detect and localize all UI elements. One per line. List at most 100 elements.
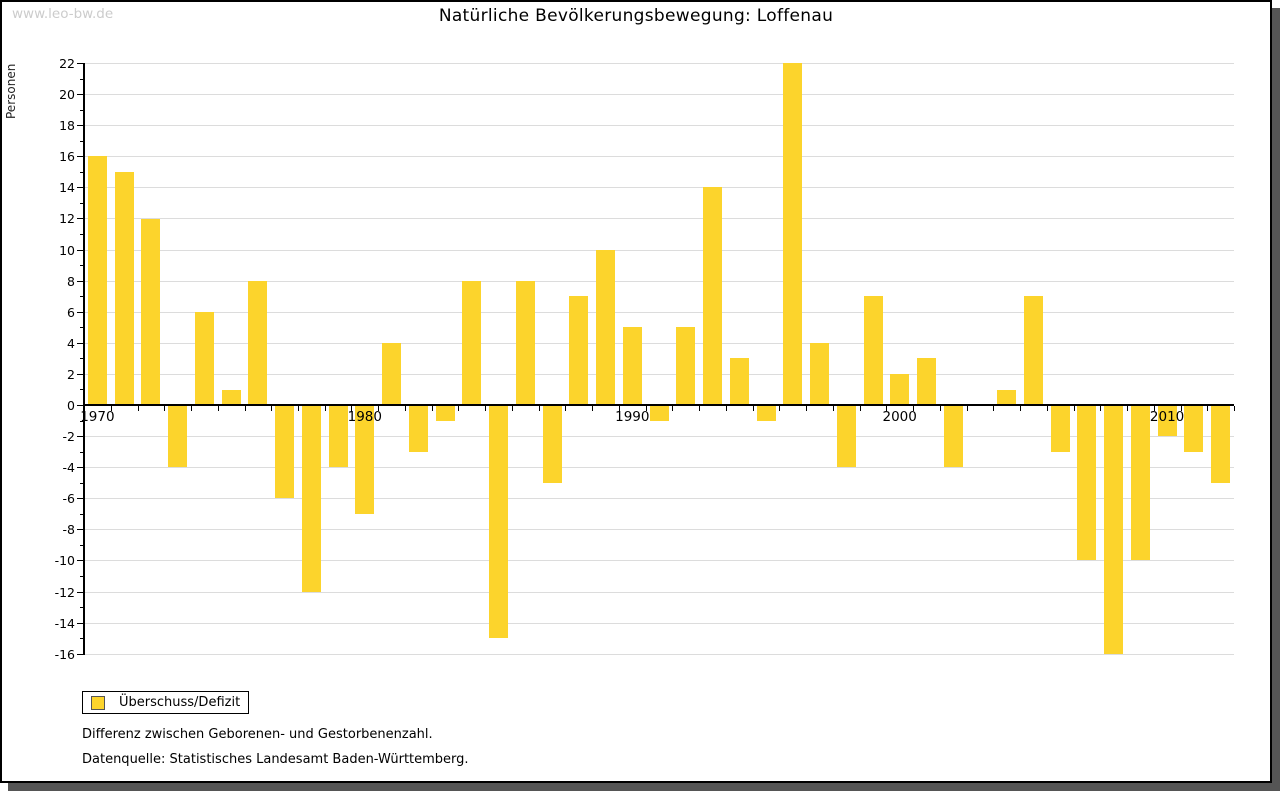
- bar-1986: [515, 280, 535, 405]
- bar-1982: [408, 405, 428, 452]
- window-shadow-bottom: [8, 783, 1280, 791]
- y-axis-tick: [77, 436, 83, 438]
- bar-1990: [622, 327, 642, 405]
- x-axis-tick: [1020, 406, 1021, 411]
- bar-2002: [943, 405, 963, 468]
- y-axis-tick: [77, 187, 83, 189]
- x-axis-tick-label: 1970: [80, 409, 115, 425]
- legend-label: Überschuss/Defizit: [119, 695, 241, 710]
- x-axis-tick: [538, 406, 540, 411]
- bar-1996: [783, 63, 803, 405]
- x-axis-tick: [725, 406, 727, 411]
- y-axis-tick-label: 8: [67, 273, 75, 289]
- y-axis-tick-label: 16: [59, 149, 75, 165]
- y-axis-tick: [80, 482, 83, 484]
- gridline: [84, 653, 1234, 655]
- bar-1973: [168, 405, 188, 468]
- x-axis-tick: [1180, 406, 1182, 411]
- x-axis-tick: [404, 406, 406, 411]
- x-axis-tick: [244, 406, 246, 411]
- y-axis-tick-label: 6: [67, 304, 75, 320]
- gridline: [84, 63, 1234, 64]
- bar-1974: [194, 311, 214, 405]
- y-axis-tick: [77, 529, 83, 531]
- y-axis-tick: [80, 327, 83, 329]
- x-axis-tick: [351, 406, 353, 411]
- gridline: [84, 218, 1234, 220]
- y-axis-tick: [77, 342, 83, 344]
- x-axis-tick: [1153, 406, 1155, 411]
- bar-1989: [596, 249, 615, 405]
- y-axis-tick-label: 0: [67, 398, 75, 413]
- bar-1994: [729, 358, 749, 405]
- x-axis-tick-label: 1990: [615, 409, 650, 425]
- bar-2007: [1077, 405, 1097, 561]
- x-axis-tick: [699, 406, 701, 411]
- bar-1971: [114, 171, 134, 405]
- gridline: [84, 280, 1234, 282]
- bar-1991: [649, 405, 669, 421]
- y-axis-tick: [77, 311, 83, 313]
- bar-1979: [328, 405, 348, 468]
- legend-swatch-icon: [91, 695, 105, 710]
- x-axis-tick: [378, 406, 380, 411]
- bar-2006: [1050, 405, 1070, 452]
- y-axis-tick-label: -10: [54, 553, 75, 569]
- caption-datasource: Datenquelle: Statistisches Landesamt Bad…: [82, 752, 469, 767]
- gridline: [84, 529, 1234, 531]
- y-axis-tick-label: 12: [59, 211, 75, 227]
- bar-1998: [836, 405, 856, 468]
- bar-1997: [810, 342, 829, 405]
- bar-2004: [997, 389, 1017, 405]
- gridline: [84, 498, 1234, 500]
- y-axis-tick: [80, 544, 83, 546]
- y-axis-tick: [80, 78, 83, 80]
- y-axis-tick-label: -16: [54, 646, 75, 662]
- gridline: [84, 436, 1234, 438]
- x-axis-tick-label: 2010: [1149, 409, 1185, 425]
- y-axis-tick-label: 10: [59, 242, 75, 258]
- gridline: [84, 373, 1234, 375]
- bar-1995: [756, 405, 776, 421]
- gridline: [84, 156, 1234, 158]
- y-axis-tick: [80, 513, 83, 515]
- x-axis-tick: [859, 406, 861, 411]
- plot-area: Personen -16 -14 -12 -10 -8 -6 -4 -2 0 2 4 6 8 10 12 14…: [2, 2, 1270, 682]
- bar-2005: [1023, 296, 1043, 405]
- y-axis-tick: [80, 140, 83, 142]
- gridline: [84, 591, 1234, 593]
- x-axis-line: [84, 404, 1234, 406]
- x-axis-tick: [1207, 406, 1209, 411]
- x-axis-tick: [832, 406, 834, 411]
- y-axis-tick: [77, 156, 83, 158]
- x-axis-tick: [913, 406, 915, 411]
- x-axis-tick: [886, 406, 888, 411]
- bar-1972: [141, 218, 161, 405]
- y-axis-title: Personen: [4, 63, 18, 119]
- bar-1975: [221, 389, 241, 405]
- gridline: [84, 249, 1234, 251]
- bar-1977: [275, 405, 295, 499]
- gridline: [84, 467, 1234, 469]
- y-axis-tick-label: -14: [54, 615, 75, 631]
- y-axis-tick-label: 18: [59, 118, 75, 134]
- x-axis-tick: [298, 406, 299, 411]
- y-axis-tick: [80, 358, 83, 360]
- x-axis-tick: [84, 406, 85, 411]
- x-axis-tick: [1127, 406, 1128, 411]
- x-axis-tick-label: 2000: [882, 409, 917, 425]
- bar-2012: [1211, 405, 1231, 483]
- x-axis-tick: [485, 406, 487, 411]
- y-axis-tick: [80, 607, 83, 609]
- bar-2001: [916, 358, 936, 405]
- chart-title: Natürliche Bevölkerungsbewegung: Loffena…: [438, 6, 834, 26]
- x-axis-tick: [672, 406, 674, 411]
- x-axis-tick: [618, 406, 620, 411]
- y-axis-tick-label: 14: [59, 180, 75, 196]
- y-axis-tick: [77, 125, 83, 127]
- bar-2000: [890, 373, 910, 405]
- y-axis-line: [83, 63, 85, 655]
- y-axis-tick: [77, 249, 83, 251]
- bar-1980: [355, 405, 375, 514]
- bar-1976: [248, 280, 268, 405]
